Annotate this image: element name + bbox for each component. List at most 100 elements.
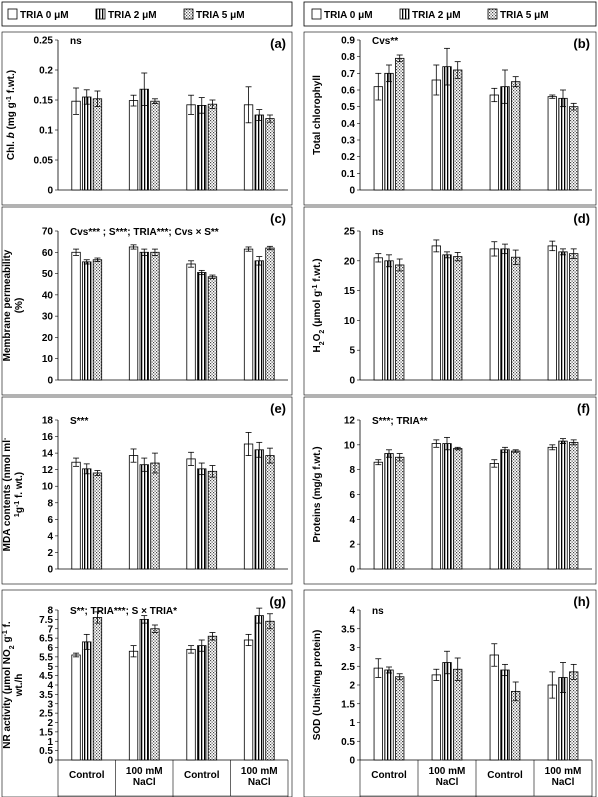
- bar-tria2: [558, 251, 568, 381]
- y-tick-label: 5.5: [39, 652, 53, 663]
- y-axis-label: Total chlorophyll: [312, 75, 323, 155]
- y-tick-label: 4: [47, 681, 53, 692]
- y-tick-label: 3: [349, 643, 355, 654]
- y-axis-label: MDA contents (nmol ml-1g-1 f. wt.): [2, 437, 26, 551]
- y-tick-label: 40: [42, 290, 54, 301]
- y-tick-label: 5: [47, 662, 53, 673]
- y-tick-label: 70: [42, 227, 54, 238]
- y-tick-label: 10: [42, 482, 54, 493]
- legend-swatch: [399, 8, 410, 20]
- panel-frame: [303, 31, 597, 206]
- y-tick-label: 2.5: [341, 662, 355, 673]
- panel-f: 0 2 4 6 8 10 12 (f) S***; TRIA** Proteins (mg/g f…: [303, 396, 597, 585]
- legend-label: TRIA 0 μM: [20, 10, 69, 21]
- bar-tria5: [453, 448, 463, 570]
- panel-g: 00.511.522.533.544.555.566.577.58 (g) S**;…: [1, 589, 293, 797]
- significance-annotation: S***; TRIA**: [372, 416, 428, 427]
- y-axis-label: Proteins (mg/g f.wt.): [312, 446, 323, 542]
- bar-tria0: [489, 463, 499, 570]
- significance-annotation: S***: [70, 416, 88, 427]
- y-tick-label: 0: [47, 376, 53, 387]
- bar-tria5: [511, 81, 521, 191]
- legend-swatch: [183, 8, 194, 20]
- bar-tria2: [254, 615, 264, 761]
- y-tick-label: 12: [42, 465, 54, 476]
- category-label: Control: [184, 770, 220, 781]
- y-tick-label: 8: [349, 465, 355, 476]
- y-axis-label: NR activity (μmol NO2 g-1 f.wt./h: [2, 621, 26, 749]
- bar-tria0: [547, 96, 557, 191]
- bar-tria2: [384, 669, 394, 761]
- y-tick-label: 0: [349, 756, 355, 767]
- bar-tria5: [265, 620, 275, 761]
- y-tick-label: 0.5: [341, 102, 355, 113]
- y-tick-label: 0.2: [341, 152, 355, 163]
- bar-tria0: [489, 654, 499, 761]
- y-tick-label: 18: [42, 416, 54, 427]
- y-tick-label: 12: [344, 416, 356, 427]
- panel-a: 0 0.05 0.1 0.15 0.2 0.25 (a) ns Chl. b (mg g-1 f…: [1, 31, 293, 206]
- panel-h: 0 0.5 1 1.5 2 2.5 3 3.5 4 (h) ns SOD (Units/mg prot…: [303, 589, 597, 797]
- y-tick-label: 0: [47, 186, 53, 197]
- bar-tria5: [207, 470, 218, 570]
- y-tick-label: 2: [349, 681, 355, 692]
- bar-tria5: [207, 103, 218, 191]
- panel-frame: [1, 396, 293, 585]
- y-axis-label: H2O2 (μmol g-1 f.wt.): [312, 258, 326, 352]
- legend-swatch: [7, 8, 18, 20]
- y-tick-label: 6.5: [39, 634, 53, 645]
- bar-tria5: [150, 628, 160, 761]
- panel-frame: [1, 589, 293, 797]
- bar-tria5: [395, 676, 405, 761]
- bar-tria0: [186, 648, 196, 761]
- legend-right: TRIA 0 μM TRIA 2 μM TRIA 5 μM: [303, 1, 597, 27]
- panel-frame: [1, 206, 293, 396]
- bar-tria5: [569, 106, 579, 191]
- panel-label: (h): [573, 594, 590, 609]
- y-tick-label: 20: [42, 333, 54, 344]
- bar-tria0: [373, 667, 383, 761]
- bar-tria0: [489, 94, 499, 191]
- panel-e: 0 2 4 6 8 10 12 14 16 18 (e) S*** MDA contents (nmol…: [1, 396, 293, 585]
- bar-tria2: [384, 260, 394, 381]
- category-label: Control: [487, 770, 523, 781]
- bar-tria5: [453, 668, 463, 761]
- bar-tria2: [384, 72, 394, 191]
- y-tick-label: 7: [47, 624, 53, 635]
- bar-tria0: [128, 100, 139, 191]
- bar-tria0: [243, 248, 254, 381]
- y-tick-label: 4.5: [39, 671, 53, 682]
- bar-tria0: [71, 654, 81, 761]
- bar-tria2: [82, 641, 92, 761]
- y-tick-label: 0.3: [341, 136, 355, 147]
- y-tick-label: 4: [349, 515, 355, 526]
- bar-tria5: [511, 690, 521, 761]
- y-tick-label: 0.1: [341, 169, 355, 180]
- bar-tria0: [547, 446, 557, 570]
- bar-tria2: [442, 254, 452, 381]
- bar-tria5: [92, 259, 103, 381]
- bar-tria5: [569, 441, 579, 570]
- bar-tria0: [71, 461, 81, 570]
- y-tick-label: 6: [47, 515, 53, 526]
- y-tick-label: 14: [42, 449, 54, 460]
- bar-tria2: [442, 662, 452, 761]
- bar-tria5: [92, 98, 103, 191]
- bar-tria5: [92, 472, 103, 570]
- bar-tria2: [500, 248, 510, 381]
- y-tick-label: 1: [47, 737, 53, 748]
- bar-tria2: [500, 669, 510, 761]
- y-tick-label: 4: [349, 606, 355, 617]
- bar-tria0: [71, 251, 81, 381]
- bar-tria2: [82, 96, 92, 191]
- bar-tria2: [82, 261, 92, 381]
- y-tick-label: 0.8: [341, 52, 355, 63]
- bar-tria0: [243, 443, 254, 570]
- y-tick-label: 0.4: [341, 119, 355, 130]
- bar-tria5: [150, 100, 160, 191]
- bar-tria0: [431, 79, 441, 191]
- y-tick-label: 0.9: [341, 36, 355, 47]
- bar-tria2: [254, 449, 264, 570]
- bar-tria5: [150, 251, 160, 381]
